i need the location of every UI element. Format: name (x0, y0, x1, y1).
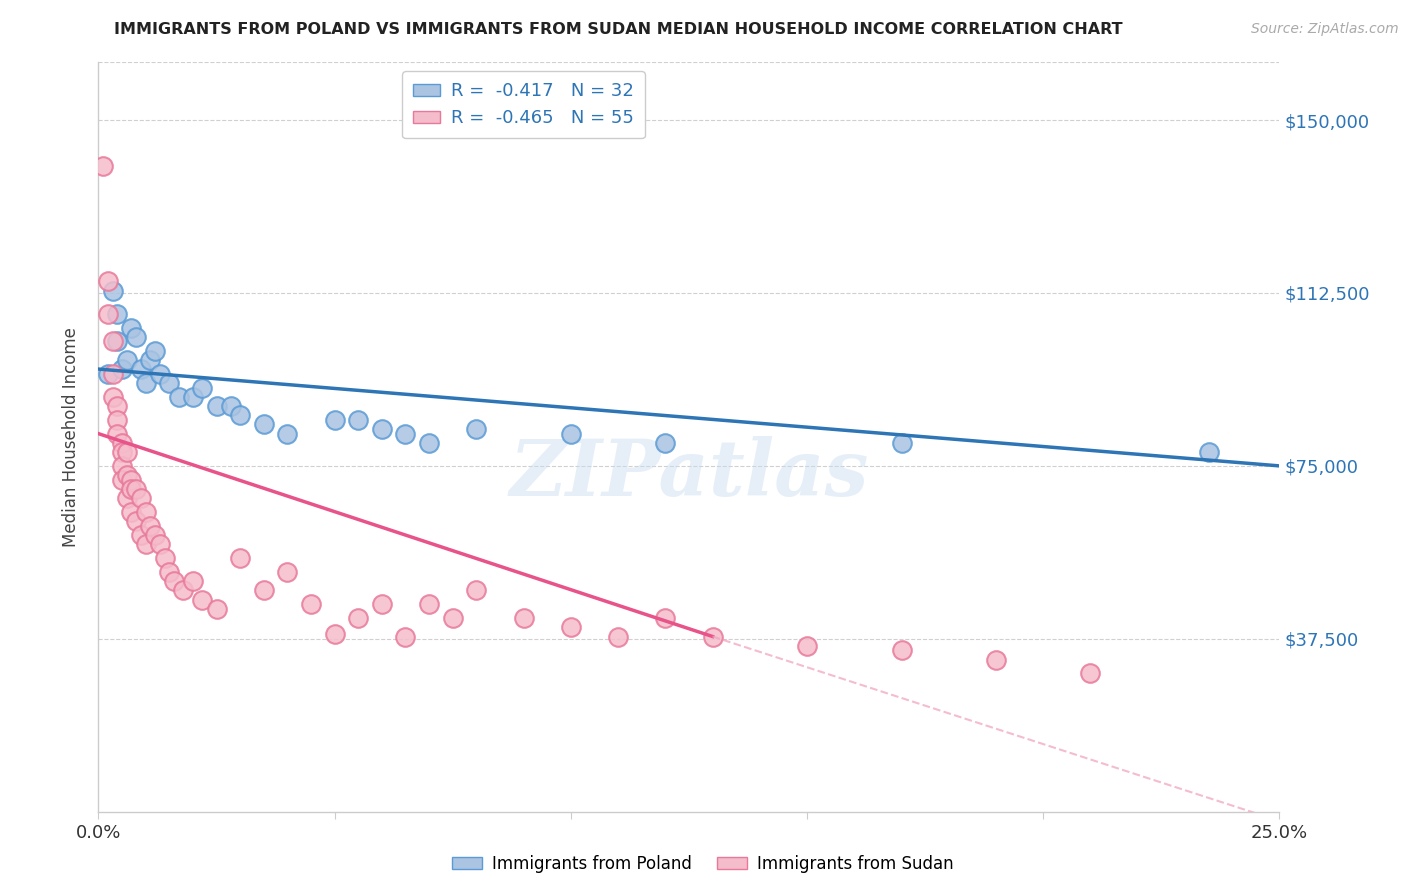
Point (149, 367, 172, 381)
Point (796, 639, 818, 653)
Point (163, 574, 186, 589)
Point (890, 643, 912, 657)
Point (121, 505, 143, 519)
Point (191, 592, 214, 607)
Point (121, 473, 143, 487)
Point (101, 334, 124, 349)
Point (394, 426, 416, 441)
Point (115, 468, 138, 483)
Point (97, 275, 120, 289)
Point (299, 597, 322, 611)
Point (512, 611, 534, 625)
Point (654, 611, 676, 625)
Point (101, 390, 124, 404)
Point (205, 399, 228, 413)
Point (125, 330, 148, 344)
Point (371, 422, 394, 436)
Point (347, 611, 370, 625)
Text: ZIPatlas: ZIPatlas (509, 436, 869, 513)
Point (276, 426, 298, 441)
Point (229, 551, 252, 566)
Point (323, 627, 346, 641)
Point (153, 551, 176, 566)
Point (149, 537, 172, 551)
Text: IMMIGRANTS FROM POLAND VS IMMIGRANTS FROM SUDAN MEDIAN HOUSEHOLD INCOME CORRELAT: IMMIGRANTS FROM POLAND VS IMMIGRANTS FRO… (114, 22, 1123, 37)
Point (143, 528, 166, 542)
Point (1198, 445, 1220, 459)
Point (135, 537, 157, 551)
Point (465, 583, 488, 598)
Point (111, 458, 134, 473)
Point (371, 597, 394, 611)
Point (97, 307, 120, 321)
Point (157, 376, 180, 390)
Point (441, 611, 464, 625)
Point (115, 445, 138, 459)
Point (1080, 666, 1102, 681)
Point (105, 334, 128, 349)
Point (191, 380, 214, 394)
Point (167, 390, 190, 404)
Point (101, 284, 124, 298)
Point (253, 583, 276, 598)
Point (111, 473, 134, 487)
Point (111, 362, 134, 376)
Point (121, 482, 143, 496)
Point (111, 435, 134, 450)
Point (105, 413, 128, 427)
Point (181, 574, 204, 589)
Point (139, 352, 162, 367)
Point (135, 376, 157, 390)
Point (172, 583, 194, 598)
Point (219, 399, 242, 413)
Point (984, 652, 1007, 666)
Point (181, 390, 204, 404)
Point (143, 343, 166, 358)
Point (121, 320, 143, 334)
Point (105, 307, 128, 321)
Point (125, 514, 148, 528)
Point (97, 367, 120, 381)
Point (253, 417, 276, 432)
Point (129, 528, 152, 542)
Point (91, 159, 114, 173)
Point (101, 367, 124, 381)
Point (115, 491, 138, 505)
Point (323, 413, 346, 427)
Point (276, 565, 298, 579)
Point (347, 413, 370, 427)
Point (157, 565, 180, 579)
Point (702, 630, 724, 644)
Point (139, 519, 162, 533)
Point (115, 352, 138, 367)
Point (229, 408, 252, 422)
Point (654, 435, 676, 450)
Point (129, 491, 152, 505)
Point (105, 399, 128, 413)
Point (418, 435, 440, 450)
Point (105, 426, 128, 441)
Point (125, 482, 148, 496)
Point (418, 597, 440, 611)
Point (135, 505, 157, 519)
Point (394, 630, 416, 644)
Point (129, 362, 152, 376)
Point (607, 630, 630, 644)
Point (560, 620, 582, 634)
Point (205, 602, 228, 616)
Point (890, 435, 912, 450)
Legend: R =  -0.417   N = 32, R =  -0.465   N = 55: R = -0.417 N = 32, R = -0.465 N = 55 (402, 71, 645, 138)
Text: Source: ZipAtlas.com: Source: ZipAtlas.com (1251, 22, 1399, 37)
Y-axis label: Median Household Income: Median Household Income (62, 327, 80, 547)
Point (111, 445, 134, 459)
Legend: Immigrants from Poland, Immigrants from Sudan: Immigrants from Poland, Immigrants from … (446, 848, 960, 880)
Point (560, 426, 582, 441)
Point (465, 422, 488, 436)
